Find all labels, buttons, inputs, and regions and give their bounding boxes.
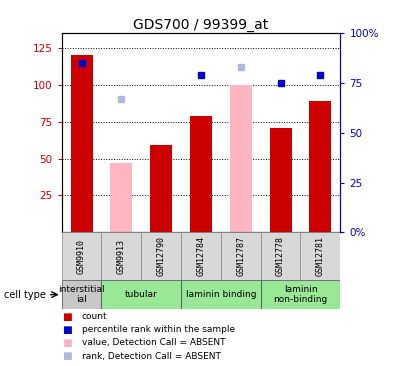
Text: GSM12778: GSM12778 (276, 236, 285, 276)
Text: tubular: tubular (125, 290, 158, 299)
Bar (101, 232, 141, 280)
Text: GSM12784: GSM12784 (197, 236, 205, 276)
Bar (181, 280, 261, 309)
Text: ■: ■ (62, 338, 71, 348)
Bar (141, 232, 181, 280)
Text: ■: ■ (62, 351, 71, 361)
Bar (62, 232, 101, 280)
Text: laminin
non-binding: laminin non-binding (273, 285, 328, 305)
Bar (71, 55, 92, 232)
Bar (300, 232, 340, 280)
Text: rank, Detection Call = ABSENT: rank, Detection Call = ABSENT (82, 352, 220, 361)
Text: ■: ■ (62, 325, 71, 335)
Text: cell type: cell type (4, 290, 46, 300)
Bar (150, 145, 172, 232)
Text: ■: ■ (62, 311, 71, 322)
Bar (261, 280, 340, 309)
Text: percentile rank within the sample: percentile rank within the sample (82, 325, 235, 334)
Bar (230, 85, 252, 232)
Bar (111, 163, 132, 232)
Bar (221, 232, 261, 280)
Bar (310, 101, 332, 232)
Bar (261, 232, 300, 280)
Text: GSM12781: GSM12781 (316, 236, 325, 276)
Text: count: count (82, 312, 107, 321)
Text: GSM12790: GSM12790 (157, 236, 166, 276)
Text: laminin binding: laminin binding (185, 290, 256, 299)
Text: GSM9913: GSM9913 (117, 239, 126, 274)
Text: GSM12787: GSM12787 (236, 236, 245, 276)
Bar (190, 116, 212, 232)
Bar (101, 280, 181, 309)
Text: GSM9910: GSM9910 (77, 239, 86, 274)
Text: interstitial
ial: interstitial ial (58, 285, 105, 305)
Title: GDS700 / 99399_at: GDS700 / 99399_at (133, 18, 269, 32)
Bar (181, 232, 221, 280)
Bar (270, 127, 291, 232)
Bar (62, 280, 101, 309)
Text: value, Detection Call = ABSENT: value, Detection Call = ABSENT (82, 339, 225, 347)
